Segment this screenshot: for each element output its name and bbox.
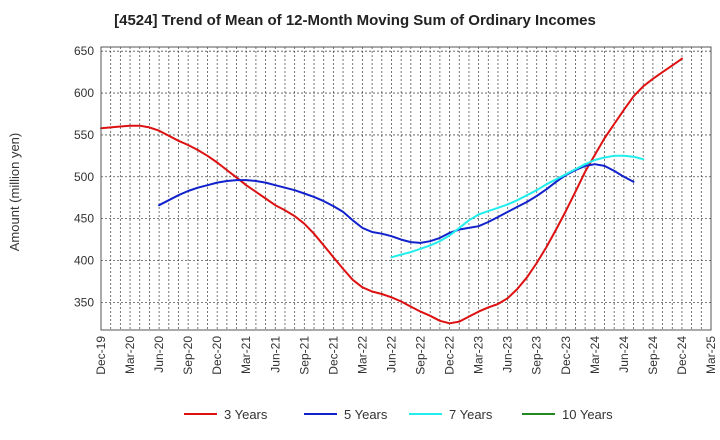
legend-label: 10 Years (562, 407, 613, 422)
x-tick-label: Jun-24 (617, 336, 631, 373)
x-tick-label: Sep-23 (530, 336, 544, 375)
x-tick-label: Mar-24 (588, 336, 602, 374)
series-line-7-years (390, 154, 645, 259)
x-tick-label: Jun-21 (268, 336, 282, 373)
x-tick-label: Mar-21 (239, 336, 253, 374)
x-tick-label: Dec-23 (559, 336, 573, 375)
chart-title: [4524] Trend of Mean of 12-Month Moving … (114, 12, 596, 29)
legend-label: 5 Years (344, 407, 388, 422)
x-tick-label: Dec-21 (326, 336, 340, 375)
y-tick-label: 550 (74, 128, 94, 142)
plot-area-frame (100, 46, 712, 331)
x-axis-ticks: Dec-19 Mar-20 Jun-20 Sep-20 Dec-20 Mar-21 Jun-… (94, 336, 718, 375)
x-tick-label: Dec-20 (210, 336, 224, 375)
x-tick-label: Dec-19 (94, 336, 108, 375)
y-tick-label: 600 (74, 86, 94, 100)
series-line-3-years (100, 57, 683, 325)
y-tick-label: 350 (74, 295, 94, 309)
y-tick-label: 650 (74, 44, 94, 58)
y-axis-label: Amount (million yen) (7, 133, 22, 252)
y-tick-label: 400 (74, 254, 94, 268)
x-tick-label: Sep-20 (181, 336, 195, 375)
legend-label: 7 Years (449, 407, 493, 422)
x-tick-label: Mar-23 (472, 336, 486, 374)
x-tick-label: Sep-21 (297, 336, 311, 375)
legend-label: 3 Years (224, 407, 268, 422)
x-tick-label: Mar-25 (704, 336, 718, 374)
x-tick-label: Dec-22 (443, 336, 457, 375)
y-tick-label: 450 (74, 212, 94, 226)
y-axis-ticks: 350 400 450 500 550 600 650 (74, 44, 94, 309)
y-tick-label: 500 (74, 170, 94, 184)
x-tick-label: Jun-22 (384, 336, 398, 373)
x-tick-label: Mar-20 (123, 336, 137, 374)
x-tick-label: Dec-24 (675, 336, 689, 375)
x-tick-label: Mar-22 (355, 336, 369, 374)
x-tick-label: Sep-22 (414, 336, 428, 375)
legend: 3 Years 5 Years 7 Years 10 Years (184, 407, 613, 422)
series-line-5-years (158, 163, 635, 244)
series-lines (100, 57, 683, 325)
x-tick-label: Sep-24 (646, 336, 660, 375)
x-tick-label: Jun-23 (501, 336, 515, 373)
grid (101, 47, 711, 330)
x-tick-label: Jun-20 (152, 336, 166, 373)
